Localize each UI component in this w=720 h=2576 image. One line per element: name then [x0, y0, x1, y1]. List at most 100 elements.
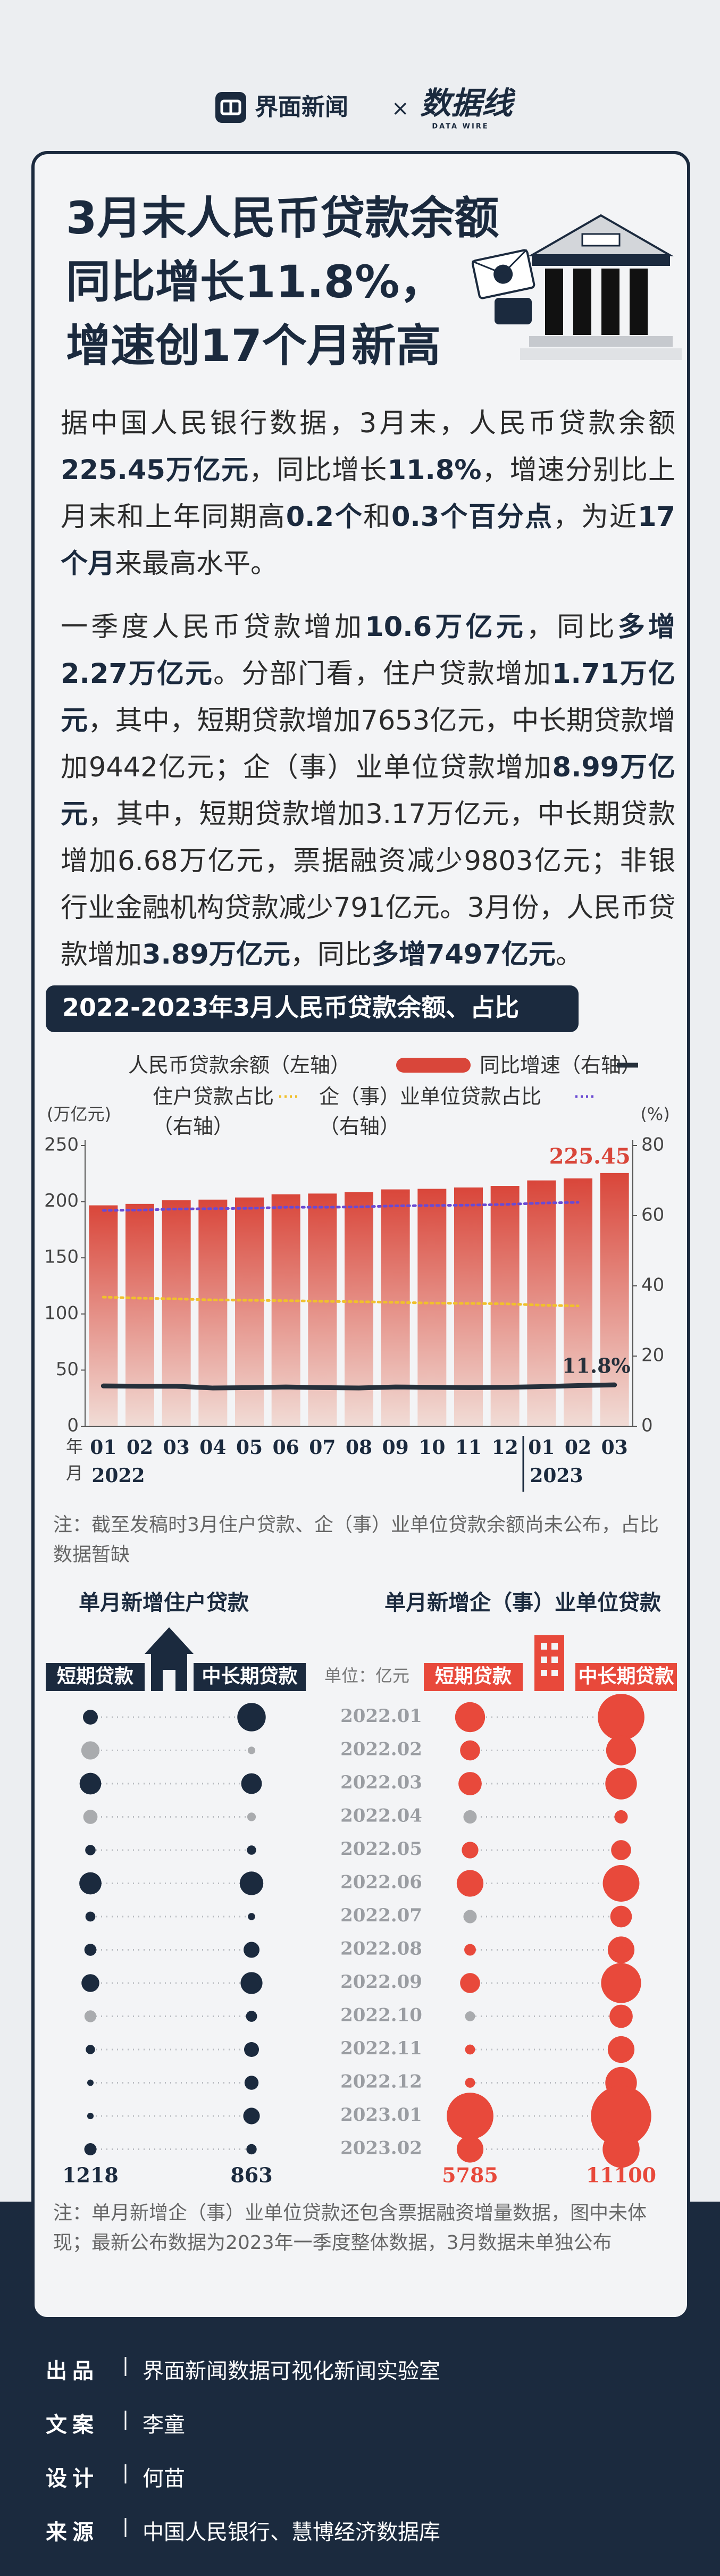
bar: [381, 1189, 410, 1426]
bubble: [465, 2011, 475, 2021]
y2-tick-label: 20: [641, 1345, 664, 1366]
bubble: [456, 2136, 484, 2163]
highlight: 3.89万亿元: [142, 939, 290, 971]
dotted-series: [102, 1201, 580, 1212]
bubble: [86, 2045, 95, 2054]
x-tick-label: 10: [418, 1436, 445, 1459]
paragraph: 一季度人民币贷款增加10.6万亿元，同比多增2.27万亿元。分部门看，住户贷款增…: [61, 604, 675, 978]
bubble: [243, 2107, 260, 2125]
bar: [345, 1192, 373, 1426]
x-tick-label: 09: [382, 1436, 409, 1459]
year-label: 2022: [91, 1465, 145, 1487]
bubble: [85, 1911, 96, 1922]
x-tick-label: 07: [309, 1436, 336, 1459]
credit-role: 出品: [46, 2359, 99, 2383]
bar: [454, 1187, 483, 1426]
chart-title: 2022-2023年3月人民币贷款余额、占比: [62, 993, 519, 1022]
x-tick-label: 03: [163, 1436, 190, 1459]
highlight: 225.45万亿元: [61, 455, 249, 486]
note: 注：单月新增企（事）业单位贷款还包含票据融资增量数据，图中未体现；最新公布数据为…: [53, 2202, 647, 2254]
y-tick-label: 100: [44, 1302, 79, 1324]
row-label: 2022.07: [340, 1905, 422, 1926]
row-label: 2022.02: [340, 1739, 422, 1760]
highlight: 1.71万亿元: [61, 658, 675, 737]
text-run: ，增速分别比上月末和上年同期高: [61, 455, 675, 533]
bubble: [84, 1944, 97, 1956]
x-tick-label: 11: [455, 1436, 482, 1459]
bubble: [244, 1942, 259, 1958]
bubble: [82, 1709, 98, 1725]
line-series: [101, 1382, 617, 1391]
y2-tick-label: 60: [641, 1205, 664, 1226]
bank-illustration: [471, 214, 682, 360]
bubble: [605, 1768, 637, 1800]
bubble: [465, 2078, 475, 2088]
bubble: [247, 1845, 256, 1855]
bubble: [610, 1905, 632, 1928]
x-tick-label: 08: [346, 1436, 372, 1459]
bubble: [460, 1973, 480, 1993]
bubble: [240, 1972, 263, 1994]
partner-logo: 数据线: [420, 85, 516, 121]
bubble: [246, 2011, 257, 2022]
row-label: 2022.03: [340, 1772, 422, 1793]
bubble: [602, 1865, 640, 1902]
bar: [89, 1205, 118, 1426]
legend-label: 住户贷款占比（右轴）: [153, 1085, 274, 1138]
bubble: [84, 2010, 97, 2022]
bubble: [602, 2130, 640, 2168]
header-separator: ×: [391, 96, 409, 121]
data-label: 11.8%: [562, 1354, 631, 1378]
highlight: 0.3个百分点: [391, 501, 554, 533]
bubble: [465, 2044, 475, 2055]
legend-box: [46, 1663, 145, 1691]
bubble: [81, 1974, 99, 1992]
text-run: ，其中，短期贷款增加3.17万亿元，中长期贷款增加6.68万亿元，票据融资减少9…: [61, 799, 675, 971]
bubble: [606, 1735, 637, 1766]
bubble: [239, 1871, 264, 1895]
x-tick-label: 01: [528, 1436, 555, 1459]
x-tick-label: 01: [90, 1436, 116, 1459]
dotted-series: [102, 1295, 580, 1308]
bubble: [607, 2036, 635, 2063]
bubble: [614, 1810, 628, 1824]
x-tick-label: 06: [273, 1436, 299, 1459]
bar: [198, 1199, 228, 1426]
highlight: 0.2个: [286, 501, 363, 533]
credit-name: 界面新闻数据可视化新闻实验室: [143, 2359, 440, 2383]
bar: [308, 1193, 337, 1426]
bubble: [591, 2086, 651, 2146]
row-label: 2022.10: [340, 2005, 422, 2026]
partner-subtitle: DATA WIRE: [432, 123, 489, 131]
text-run: 。: [555, 939, 583, 971]
highlight: 11.8%: [387, 455, 482, 486]
bubble: [460, 1740, 480, 1761]
bubble: [598, 1694, 644, 1741]
x-axis-title: 月: [66, 1463, 83, 1483]
bubble: [447, 2093, 493, 2139]
x-axis-title: 年: [66, 1436, 83, 1457]
bar: [162, 1200, 191, 1426]
y-tick-label: 200: [44, 1190, 79, 1211]
text-run: ，同比: [290, 939, 372, 971]
y2-tick-label: 80: [641, 1134, 664, 1156]
brand-name: 界面新闻: [255, 94, 348, 121]
highlight: 17个月: [61, 501, 675, 580]
bubble: [79, 1772, 102, 1795]
text-run: 和: [363, 501, 391, 533]
row-label: 2022.11: [340, 2038, 422, 2059]
headline: 3月末人民币贷款余额 同比增长11.8%， 增速创17个月新高: [66, 186, 499, 378]
row-label: 2022.04: [340, 1805, 422, 1827]
headline-line: 增速创17个月新高: [66, 320, 441, 372]
x-tick-label: 03: [601, 1436, 628, 1459]
row-label: 2023.02: [340, 2138, 422, 2159]
bubble: [244, 2042, 259, 2058]
highlight: 8.99万亿元: [61, 752, 675, 830]
unit-label: 单位：亿元: [324, 1666, 409, 1686]
y2-axis-title: (%): [640, 1104, 669, 1124]
row-label: 2022.12: [340, 2071, 422, 2093]
bar: [527, 1180, 556, 1426]
x-tick-label: 02: [127, 1436, 153, 1459]
bubble: [455, 1702, 485, 1733]
